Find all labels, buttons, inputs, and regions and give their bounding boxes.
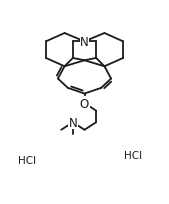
Text: O: O: [80, 97, 89, 110]
Text: HCl: HCl: [124, 150, 142, 160]
Text: N: N: [68, 116, 77, 129]
Text: N: N: [80, 36, 89, 49]
Text: HCl: HCl: [18, 155, 36, 165]
